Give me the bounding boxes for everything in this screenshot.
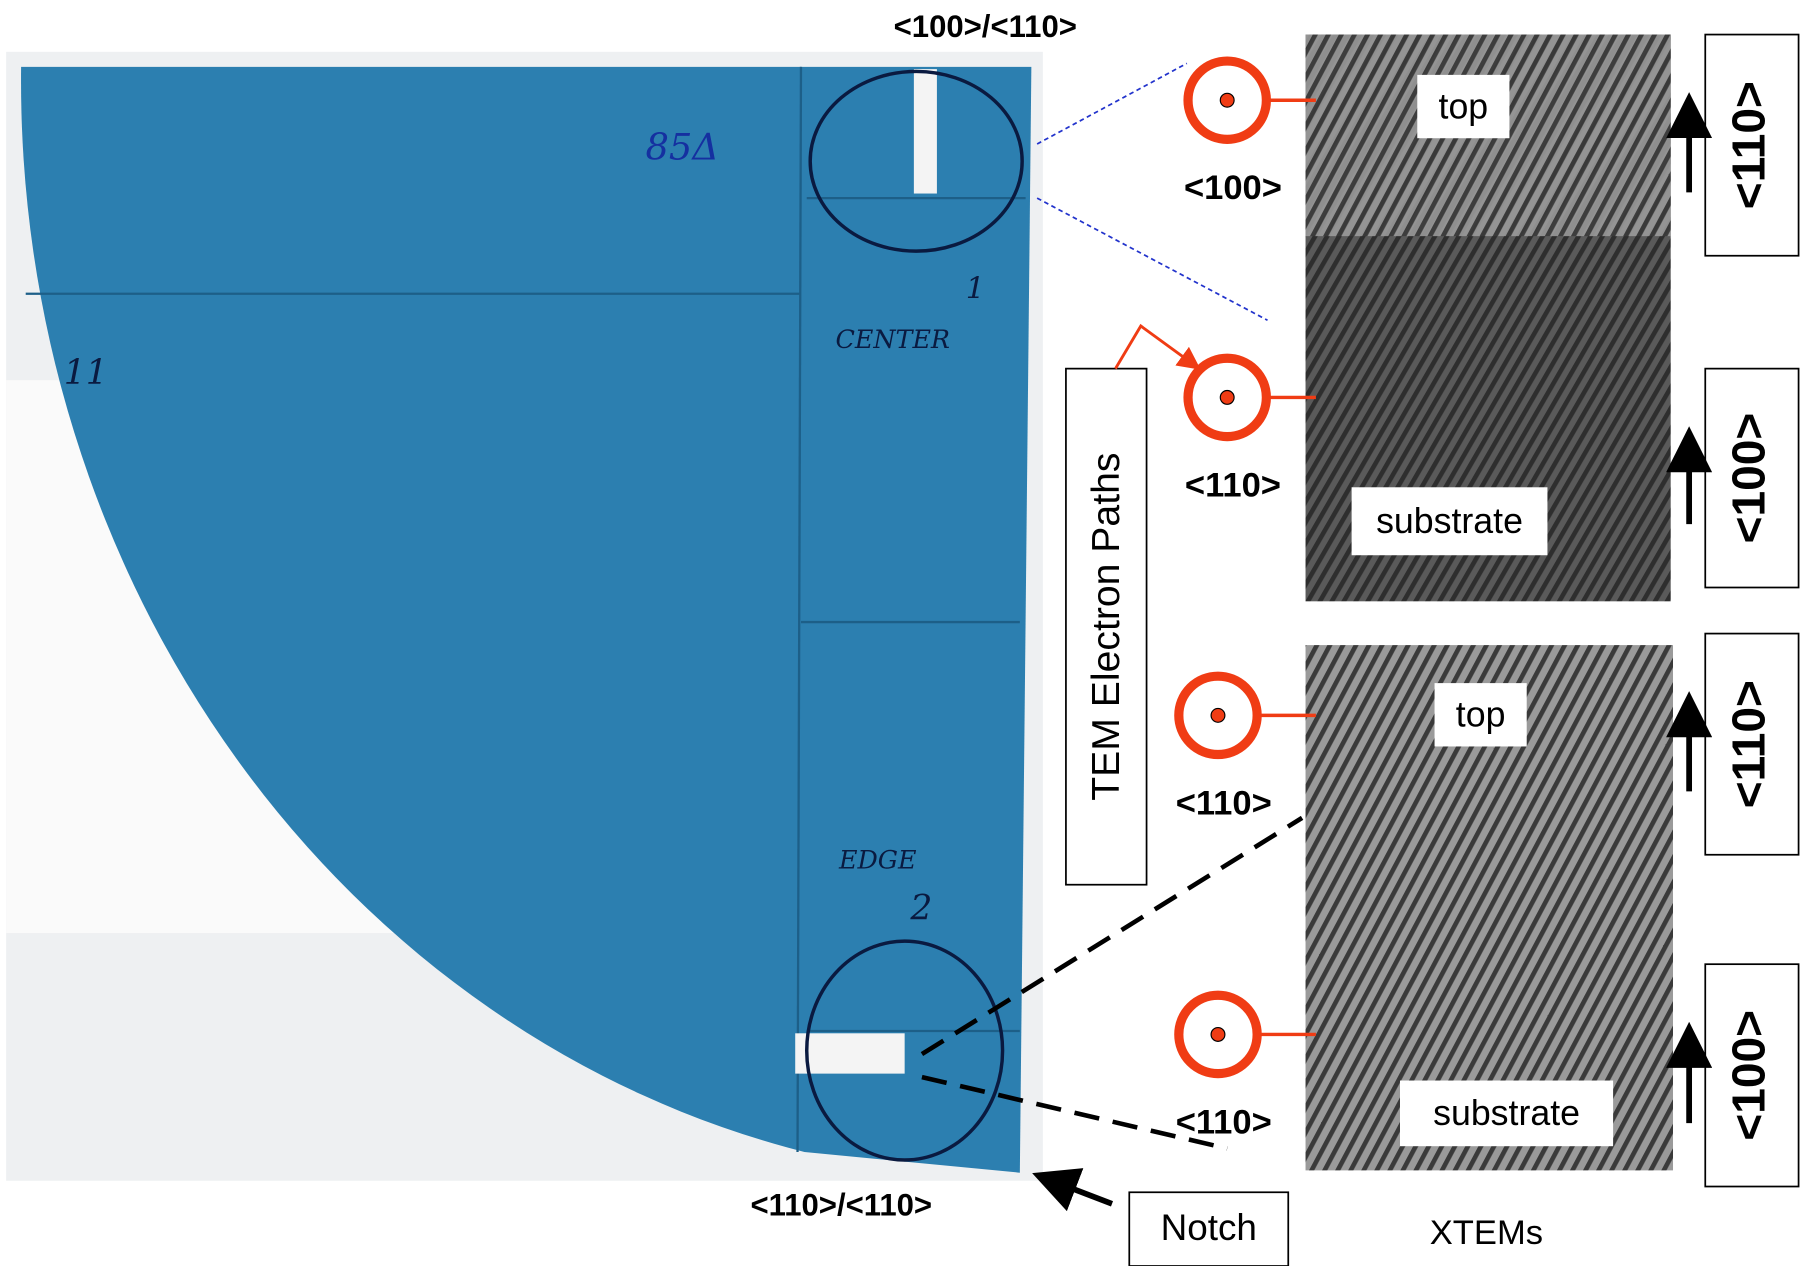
layer-label: top (1456, 695, 1506, 735)
beam-dot (1220, 391, 1234, 405)
layer-label: substrate (1376, 501, 1523, 541)
beam-dot (1220, 93, 1234, 107)
page: {"wafer":{"top_label":"<100>/<110>","bot… (0, 0, 1807, 1266)
handwriting: CENTER (836, 324, 950, 354)
notch-arrow (1043, 1177, 1112, 1203)
handwriting: 85Δ (645, 125, 719, 168)
notch-label: Notch (1161, 1207, 1257, 1248)
growth-direction: <110> (1723, 81, 1775, 209)
layer-label: substrate (1433, 1093, 1580, 1133)
beam-label-box: TEM Electron Paths (1066, 369, 1147, 885)
beam-dot (1211, 1028, 1225, 1042)
caption: XTEMs (1430, 1214, 1543, 1252)
growth-direction: <100> (1723, 413, 1775, 544)
growth-direction: <100> (1723, 1010, 1775, 1141)
layer-label: top (1439, 86, 1489, 126)
handwriting: EDGE (838, 845, 917, 875)
growth-direction: <110> (1723, 680, 1775, 808)
beam-direction: <110> (1185, 466, 1281, 504)
wafer-bottom-label: <110>/<110> (750, 1187, 932, 1222)
beam-direction: <100> (1184, 169, 1282, 207)
wafer-top-label: <100>/<110> (894, 9, 1077, 44)
figure: 85Δ 11 1 CENTER EDGE 2 <100>/<110> <110>… (0, 0, 1807, 1266)
handwriting: 1 (966, 271, 985, 306)
beam-dot (1211, 708, 1225, 722)
pointer (1115, 326, 1196, 369)
slot (914, 69, 937, 193)
beam-direction: <110> (1176, 784, 1272, 822)
handwriting: 11 (64, 353, 108, 393)
beam-direction: <110> (1176, 1103, 1272, 1141)
beam-label: TEM Electron Paths (1085, 453, 1128, 801)
handwriting: 2 (909, 889, 932, 929)
notch-slot (795, 1033, 904, 1073)
